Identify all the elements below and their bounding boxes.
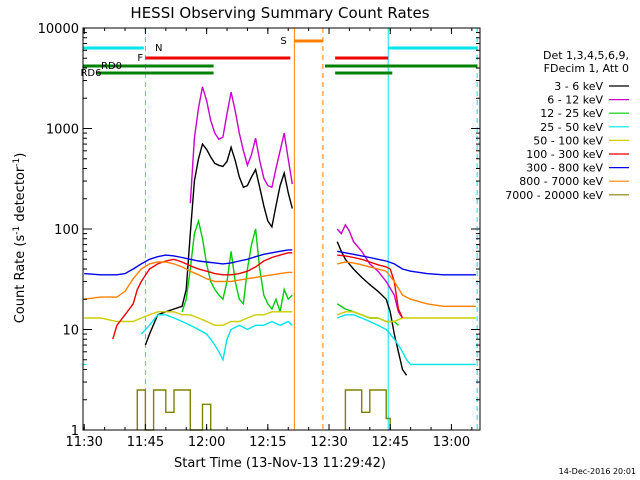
legend-label-7: 800 - 7000 keV xyxy=(519,175,603,188)
vertical-markers xyxy=(83,28,477,430)
plot-frame xyxy=(83,28,480,430)
flag-label-s: S xyxy=(280,36,286,47)
y-tick-label-0: 1 xyxy=(71,424,79,439)
y-tick-label-4: 10000 xyxy=(38,22,79,37)
y-axis-label-exp1: -1 xyxy=(12,226,22,235)
date-stamp: 14-Dec-2016 20:01 xyxy=(559,467,636,476)
count-rate-chart: HESSI Observing Summary Count Rates N F S R… xyxy=(0,0,640,480)
series-line-1 xyxy=(190,87,402,318)
series-line-3 xyxy=(83,315,476,365)
y-axis-label-main: Count Rate (s xyxy=(13,235,28,324)
series-line-5 xyxy=(113,253,403,339)
x-tick-label-3: 12:15 xyxy=(249,435,286,450)
y-axis-label-end: ) xyxy=(13,153,28,158)
x-axis-ticks: 11:30 11:45 12:00 12:15 12:30 12:45 13:00 xyxy=(65,28,471,450)
y-axis-label-exp2: -1 xyxy=(12,158,22,167)
flag-label-rd6: RD6 xyxy=(80,68,101,79)
x-tick-label-4: 12:30 xyxy=(310,435,347,450)
legend-header-0: Det 1,3,4,5,6,9, xyxy=(543,49,629,62)
series-line-8 xyxy=(137,390,390,430)
series-line-7 xyxy=(84,262,476,306)
series-lines xyxy=(83,87,476,430)
y-tick-label-2: 100 xyxy=(54,223,79,238)
flag-label-f: F xyxy=(137,53,143,64)
y-axis-label: Count Rate (s-1 detector-1) xyxy=(12,153,28,324)
y-axis-ticks: 1 10 100 1000 10000 xyxy=(38,22,480,439)
chart-title: HESSI Observing Summary Count Rates xyxy=(130,4,429,22)
legend-label-3: 25 - 50 keV xyxy=(540,121,603,134)
legend-label-4: 50 - 100 keV xyxy=(533,134,603,147)
series-line-4 xyxy=(84,312,476,326)
y-tick-label-1: 10 xyxy=(62,324,79,339)
legend: Det 1,3,4,5,6,9,FDecim 1, Att 0 3 - 6 keV… xyxy=(505,49,629,202)
legend-label-5: 100 - 300 keV xyxy=(526,148,603,161)
legend-label-0: 3 - 6 keV xyxy=(554,80,603,93)
x-tick-label-5: 12:45 xyxy=(372,435,409,450)
y-axis-label-mid: detector xyxy=(13,166,28,226)
flag-label-rd0: RD0 xyxy=(101,61,122,72)
x-tick-label-2: 12:00 xyxy=(188,435,225,450)
legend-label-1: 6 - 12 keV xyxy=(547,94,603,107)
flag-label-n: N xyxy=(155,43,162,54)
x-tick-label-6: 13:00 xyxy=(433,435,470,450)
x-axis-label: Start Time (13-Nov-13 11:29:42) xyxy=(174,456,386,471)
legend-label-6: 300 - 800 keV xyxy=(526,162,603,175)
legend-header-1: FDecim 1, Att 0 xyxy=(544,62,629,75)
x-tick-label-1: 11:45 xyxy=(127,435,164,450)
legend-label-8: 7000 - 20000 keV xyxy=(505,189,603,202)
y-tick-label-3: 1000 xyxy=(46,123,79,138)
series-line-6 xyxy=(84,250,476,275)
legend-label-2: 12 - 25 keV xyxy=(540,107,603,120)
